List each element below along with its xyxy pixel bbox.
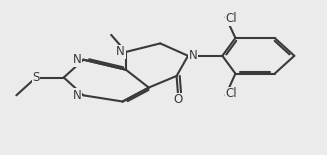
Text: N: N bbox=[116, 45, 125, 58]
Text: N: N bbox=[189, 49, 198, 62]
Text: N: N bbox=[73, 53, 82, 66]
Text: N: N bbox=[73, 89, 82, 102]
Text: Cl: Cl bbox=[226, 12, 237, 25]
Text: S: S bbox=[32, 71, 40, 84]
Text: Cl: Cl bbox=[226, 87, 237, 100]
Text: O: O bbox=[174, 93, 183, 106]
